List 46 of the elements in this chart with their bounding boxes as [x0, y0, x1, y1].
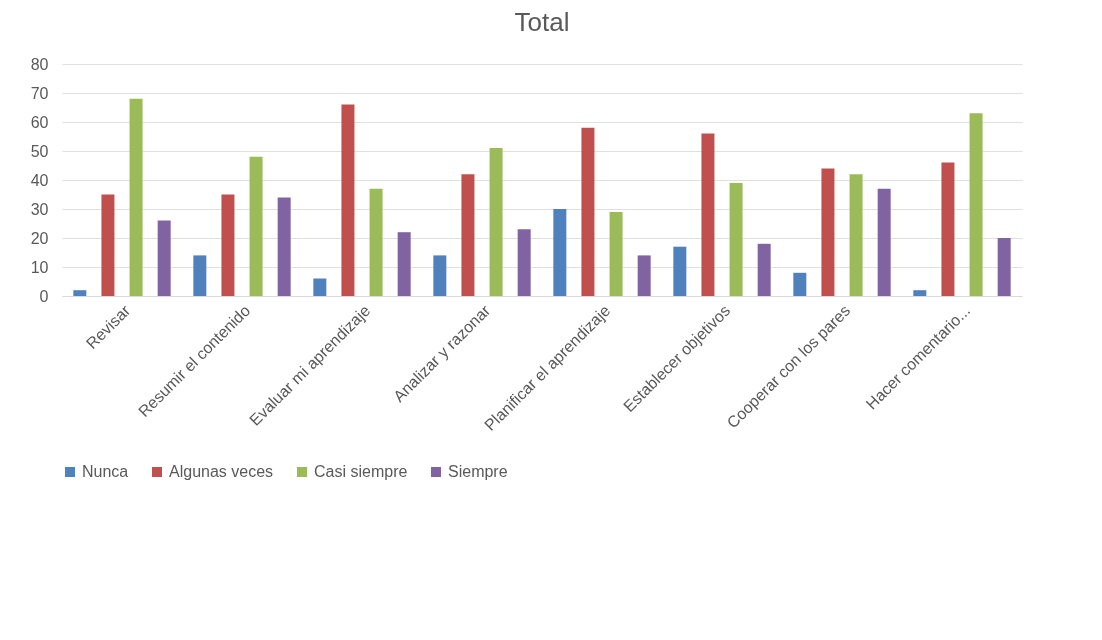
bar: [249, 156, 263, 296]
y-tick-label: 20: [30, 229, 49, 247]
bar: [969, 113, 983, 296]
y-tick-label: 50: [30, 142, 49, 160]
y-tick-label: 70: [30, 84, 49, 102]
bar: [517, 229, 531, 296]
bar: [221, 194, 235, 296]
bar: [849, 174, 863, 296]
legend-label: Algunas veces: [169, 463, 274, 480]
bar: [129, 98, 143, 296]
legend-label: Siempre: [448, 463, 508, 480]
bar: [877, 188, 891, 296]
bar: [277, 197, 291, 296]
bar: [609, 211, 623, 296]
y-tick-label: 30: [30, 200, 49, 218]
y-tick-label: 80: [30, 55, 49, 73]
bar: [821, 168, 835, 296]
bar: [701, 133, 715, 296]
bar: [461, 174, 475, 296]
y-tick-label: 10: [30, 258, 49, 276]
bar: [313, 278, 327, 296]
y-tick-label: 60: [30, 113, 49, 131]
bar: [581, 127, 595, 296]
bar: [157, 220, 171, 296]
bar: [637, 255, 651, 296]
legend-label: Casi siempre: [314, 463, 408, 480]
bar: [489, 148, 503, 296]
bar: [101, 194, 115, 296]
bar: [941, 162, 955, 296]
bar: [73, 290, 87, 296]
bar: [913, 290, 927, 296]
bar: [729, 182, 743, 296]
bar: [397, 232, 411, 296]
bar: [369, 188, 383, 296]
bar: [757, 243, 771, 296]
bar: [673, 246, 687, 296]
bar: [997, 238, 1011, 296]
bar: [193, 255, 207, 296]
bar: [433, 255, 447, 296]
bar: [341, 104, 355, 296]
y-tick-label: 0: [39, 287, 49, 305]
chart-title: Total: [514, 7, 570, 37]
y-tick-label: 40: [30, 171, 49, 189]
bar: [553, 209, 567, 296]
bar: [793, 272, 807, 296]
legend-label: Nunca: [82, 463, 129, 480]
